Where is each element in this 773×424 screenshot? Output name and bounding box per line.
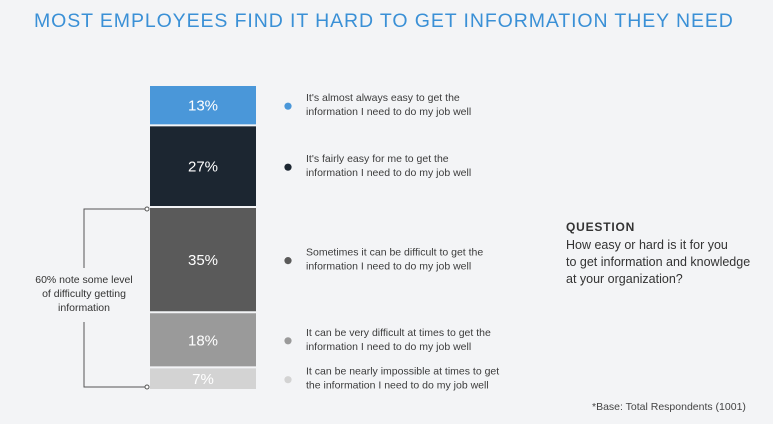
legend-label: Sometimes it can be difficult to get the… [306,247,483,273]
question-line: to get information and knowledge [566,255,751,269]
bar-segment [150,368,256,389]
legend-label-line: information I need to do my job well [306,106,471,118]
question-line: How easy or hard is it for you [566,238,728,252]
legend-label: It can be very difficult at times to get… [306,327,491,353]
question-heading: QUESTION [566,220,636,234]
legend: It's almost always easy to get the inform… [284,92,499,392]
legend-label-line: information I need to do my job well [306,341,471,353]
bar-segments [150,86,256,389]
callout-endpoint [144,384,150,390]
legend-dot [284,376,292,384]
question-text: How easy or hard is it for you to get in… [566,237,766,288]
callout-text-line: 60% note some level [35,274,132,286]
legend-label-line: the information I need to do my job well [306,380,489,392]
callout-text-line: information [58,302,110,314]
legend-label: It's fairly easy for me to get the inform… [306,153,471,179]
legend-label: It can be nearly impossible at times to … [306,366,499,392]
bar-value-labels: 13% 27% 35% 18% 7% [188,98,218,388]
chart-title: MOST EMPLOYEES FIND IT HARD TO GET INFOR… [34,10,734,32]
callout-endpoint [144,206,150,212]
bar-value-label: 35% [188,252,218,269]
legend-dot [284,337,292,345]
bar-segment [150,208,256,312]
difficulty-callout: 60% note some level of difficulty getting… [22,206,150,390]
legend-label-line: It's fairly easy for me to get the [306,153,449,165]
legend-label-line: It can be very difficult at times to get… [306,327,491,339]
footnote: *Base: Total Respondents (1001) [592,401,746,413]
legend-label-line: information I need to do my job well [306,167,471,179]
callout-background [22,268,146,322]
bar-segment [150,86,256,125]
legend-label-line: Sometimes it can be difficult to get the [306,247,483,259]
legend-dot [284,257,292,265]
callout-text: 60% note some level of difficulty getting… [35,274,132,314]
bar-segment [150,126,256,206]
bar-value-label: 18% [188,332,218,349]
bar-value-label: 13% [188,98,218,115]
legend-label-line: information I need to do my job well [306,261,471,273]
callout-text-line: of difficulty getting [42,288,126,300]
question-line: at your organization? [566,272,683,286]
legend-dot [284,163,292,171]
bar-segment [150,313,256,367]
legend-dot [284,102,292,110]
legend-label-line: It's almost always easy to get the [306,92,460,104]
legend-label-line: It can be nearly impossible at times to … [306,366,499,378]
legend-label: It's almost always easy to get the inform… [306,92,471,118]
bar-value-label: 7% [192,371,214,388]
bar-value-label: 27% [188,159,218,176]
